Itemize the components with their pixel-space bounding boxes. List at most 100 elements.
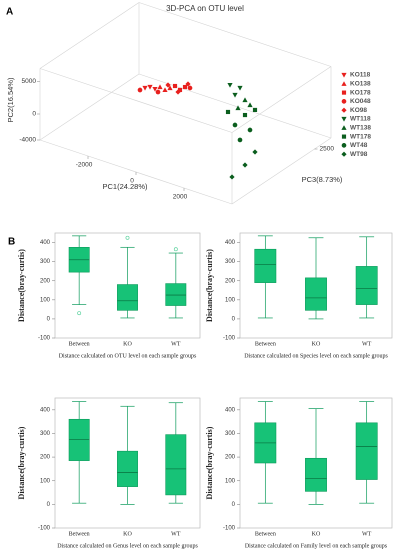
y-tick-label: 400 xyxy=(225,240,236,246)
y-tick-label: 100 xyxy=(225,478,236,484)
data-point xyxy=(225,109,231,115)
data-point xyxy=(147,84,153,90)
legend-label: KO138 xyxy=(350,81,371,88)
legend-label: WT98 xyxy=(350,151,368,158)
box xyxy=(117,450,138,487)
box xyxy=(117,284,138,311)
y-axis-label: Distance(bray-curtis) xyxy=(205,426,214,499)
data-point xyxy=(142,85,148,91)
box-edge xyxy=(39,73,140,141)
data-point xyxy=(165,82,171,88)
data-point xyxy=(152,86,158,92)
legend-marker xyxy=(341,125,347,130)
x-tick-label: WT xyxy=(362,341,372,347)
box xyxy=(355,422,378,480)
box-edge xyxy=(138,2,332,67)
legend-marker xyxy=(341,90,347,95)
data-point xyxy=(167,85,173,91)
y-tick-label: 300 xyxy=(40,431,51,437)
legend-marker xyxy=(341,143,347,148)
y-tick-label: 0 xyxy=(232,502,236,508)
y-tick-label: 200 xyxy=(225,455,236,461)
legend-marker xyxy=(341,81,347,86)
legend-label: KO98 xyxy=(350,107,367,114)
data-point xyxy=(137,87,143,93)
box-edge xyxy=(138,73,332,139)
y-tick-label: -100 xyxy=(38,336,51,342)
x-tick-label: 2000 xyxy=(173,194,188,201)
plot-frame xyxy=(239,232,393,339)
plot-frame xyxy=(239,397,393,529)
y-tick-label: 200 xyxy=(40,278,51,284)
x-tick-label: KO xyxy=(312,341,321,347)
y-tick-label: 100 xyxy=(225,297,236,303)
data-point xyxy=(182,84,188,90)
y-tick-label: -100 xyxy=(223,526,236,532)
y-tick-label: 400 xyxy=(40,240,51,246)
y-tick-label: -4000 xyxy=(19,137,36,144)
y-axis-label: Distance(bray-curtis) xyxy=(17,426,26,499)
x-tick-label: WT xyxy=(171,341,181,347)
y-tick-label: 400 xyxy=(225,407,236,413)
data-point xyxy=(247,127,253,133)
legend-marker xyxy=(341,151,347,157)
y-tick-label: 200 xyxy=(225,278,236,284)
y-tick-label: 300 xyxy=(40,259,51,265)
box xyxy=(165,434,187,496)
x-tick-label: WT xyxy=(362,531,372,537)
legend-label: WT178 xyxy=(350,133,371,140)
data-point xyxy=(232,92,238,98)
data-point xyxy=(175,89,181,95)
y-tick-label: 200 xyxy=(40,455,51,461)
box-edge xyxy=(39,68,233,133)
x-tick-label: KO xyxy=(312,531,321,537)
plot-frame xyxy=(54,232,201,339)
legend-marker xyxy=(341,107,347,113)
data-point xyxy=(252,107,258,113)
data-point xyxy=(162,87,168,93)
outlier xyxy=(125,235,130,240)
x-tick-label: -2000 xyxy=(76,162,93,169)
y-tick-label: 0 xyxy=(32,111,36,118)
legend-label: WT48 xyxy=(350,142,368,149)
legend-marker xyxy=(341,99,347,104)
data-point xyxy=(155,89,161,95)
data-point xyxy=(242,112,248,118)
x-tick-label: Between xyxy=(255,531,276,537)
legend-marker xyxy=(341,134,347,139)
panel-label: B xyxy=(8,237,15,248)
y-tick-label: 400 xyxy=(40,407,51,413)
y-tick-label: -100 xyxy=(223,336,236,342)
data-point xyxy=(229,174,235,180)
chart-title: 3D-PCA on OTU level xyxy=(166,4,244,13)
data-point xyxy=(172,83,178,89)
x-axis-label: Distance calculated on OTU level on each… xyxy=(59,353,197,359)
legend-label: WT118 xyxy=(350,116,371,123)
outlier xyxy=(173,247,178,252)
y-tick-label: 100 xyxy=(40,297,51,303)
z-axis-label: PC3(8.73%) xyxy=(302,175,343,184)
x-tick-label: 0 xyxy=(130,178,134,185)
box xyxy=(305,457,327,492)
legend-label: KO118 xyxy=(350,72,371,79)
legend-label: WT138 xyxy=(350,125,371,132)
data-point xyxy=(242,97,248,103)
data-point xyxy=(157,84,163,90)
y-tick-label: -100 xyxy=(38,526,51,532)
x-axis-label: Distance calculated on Species level on … xyxy=(244,353,388,359)
y-tick-label: 300 xyxy=(225,431,236,437)
outlier xyxy=(77,311,82,316)
data-point xyxy=(232,122,238,128)
x-tick-label: Between xyxy=(69,531,90,537)
data-point xyxy=(247,102,253,108)
box xyxy=(68,418,90,461)
box-edge xyxy=(231,66,332,133)
box-edge xyxy=(39,2,140,69)
y-axis-label: PC2(16.54%) xyxy=(6,77,15,123)
x-tick-label: KO xyxy=(123,341,132,347)
y-tick-label: 300 xyxy=(225,259,236,265)
y-tick-label: 100 xyxy=(40,478,51,484)
data-point xyxy=(235,105,241,111)
x-tick-label: Between xyxy=(69,341,90,347)
